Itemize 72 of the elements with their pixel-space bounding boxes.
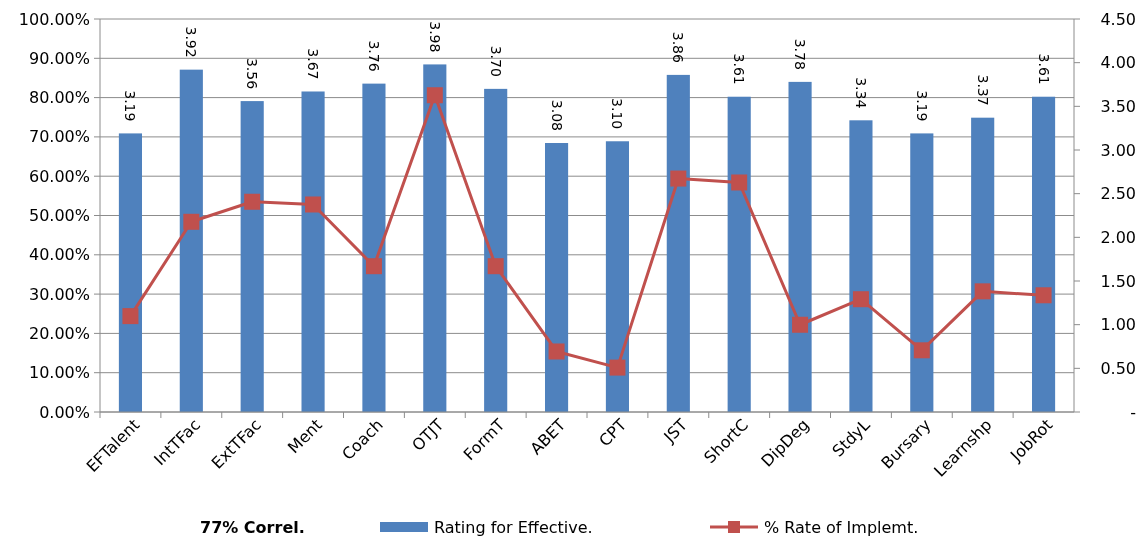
legend-label: % Rate of Implemt. [764,517,919,537]
y2-tick-label: 3.00 [1100,140,1136,160]
y2-tick-label: - [1130,402,1136,422]
y-tick-label: 70.00% [28,127,90,147]
bar [118,133,142,412]
data-label: 3.67 [305,48,322,80]
bar [179,69,203,412]
y2-tick-label: 4.50 [1100,9,1136,29]
bar [240,101,264,412]
bar [362,83,386,412]
y2-tick-label: 0.50 [1100,358,1136,378]
point [244,193,261,210]
bar [971,117,995,412]
y2-tick-label: 3.50 [1100,96,1136,116]
point [974,283,991,300]
point [548,343,565,360]
point [852,291,869,308]
bar [605,141,629,412]
bar [545,143,569,412]
point [731,174,748,191]
point [183,213,200,230]
data-label: 3.92 [183,26,200,58]
point [426,87,443,104]
bar [849,120,873,412]
y-tick-label: 60.00% [28,166,90,186]
data-label: 3.70 [487,45,504,77]
point [122,308,139,325]
bar [301,91,325,412]
point [670,170,687,187]
bar [910,133,934,412]
point [487,258,504,275]
data-label: 3.19 [913,90,930,122]
y-tick-label: 10.00% [28,363,90,383]
text: 77% Correl. [200,517,305,537]
y-tick-label: 100.00% [18,9,90,29]
bar [788,81,812,412]
point [1035,287,1052,304]
data-label: 3.61 [731,53,748,85]
y-tick-label: 40.00% [28,245,90,265]
data-label: 3.34 [852,77,869,109]
y2-tick-label: 1.50 [1100,271,1136,291]
y2-tick-label: 2.50 [1100,184,1136,204]
y-tick-label: 50.00% [28,206,90,225]
y-tick-label: 0.00% [39,402,90,422]
data-label: 3.08 [548,99,565,132]
data-label: 3.86 [670,31,687,63]
y2-tick-label: 1.00 [1100,315,1136,335]
bar [1032,96,1056,412]
data-label: 3.61 [1035,53,1052,85]
data-label: 3.78 [792,38,809,70]
data-label: 3.19 [122,90,139,122]
y-tick-label: 30.00% [28,284,90,304]
y-tick-label: 20.00% [28,323,90,343]
data-label: 3.76 [365,40,382,72]
y2-tick-label: 2.00 [1100,227,1136,247]
point [792,316,809,333]
bar [484,88,508,412]
data-label: 3.10 [609,98,626,130]
data-label: 3.98 [426,21,443,53]
bar [727,96,751,412]
data-label: 3.56 [244,57,261,90]
bar [423,64,447,412]
legend-label: Rating for Effective. [434,517,593,537]
point [365,258,382,275]
y-tick-label: 80.00% [28,88,90,108]
bar [666,74,690,412]
point [609,359,626,376]
point [305,196,322,213]
y2-tick-label: 4.00 [1100,53,1136,73]
point [913,342,930,359]
data-label: 3.37 [974,74,991,106]
y-tick-label: 90.00% [28,48,90,68]
